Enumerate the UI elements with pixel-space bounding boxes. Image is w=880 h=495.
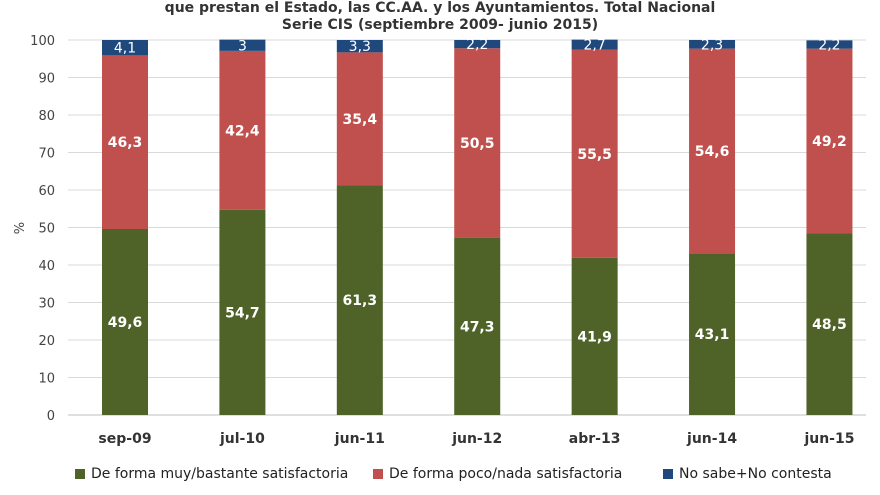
x-tick-label: jun-15 (803, 431, 854, 447)
data-label: 2,2 (818, 38, 840, 54)
data-label: 2,2 (466, 37, 488, 53)
x-tick-label: jun-11 (334, 431, 385, 447)
bar-segment (806, 40, 853, 49)
chart-title: que prestan el Estado, las CC.AA. y los … (164, 0, 716, 16)
data-label: 50,5 (460, 136, 495, 152)
y-axis-label: % (13, 222, 28, 234)
data-label: 41,9 (577, 329, 612, 345)
data-label: 55,5 (577, 147, 612, 163)
bar-segment (102, 229, 148, 415)
bar-segment (689, 48, 736, 254)
bar-segment (454, 48, 501, 238)
data-label: 4,1 (114, 41, 136, 57)
bar-segment (336, 185, 383, 415)
data-label: 49,6 (108, 315, 143, 331)
bar-segment (571, 257, 618, 415)
x-tick-label: abr-13 (569, 431, 621, 447)
x-tick-label: jun-12 (451, 431, 502, 447)
y-tick-label: 40 (38, 259, 55, 274)
data-label: 61,3 (343, 293, 378, 309)
bar-segment (571, 49, 618, 258)
data-label: 54,7 (225, 305, 260, 321)
bar-segment (454, 40, 501, 49)
data-label: 3 (238, 38, 247, 54)
legend-label: No sabe+No contesta (679, 466, 832, 482)
data-label: 48,5 (812, 317, 847, 333)
data-label: 47,3 (460, 319, 495, 335)
data-label: 46,3 (108, 135, 143, 151)
bar-segment (689, 40, 736, 49)
data-label: 54,6 (695, 144, 730, 160)
y-tick-label: 70 (38, 147, 55, 162)
bar-segment (806, 233, 853, 415)
legend-label: De forma poco/nada satisfactoria (389, 466, 623, 482)
data-label: 42,4 (225, 123, 260, 139)
y-tick-label: 0 (47, 409, 55, 424)
legend-label: De forma muy/bastante satisfactoria (91, 466, 349, 482)
bar-segment (571, 39, 618, 50)
data-label: 2,3 (701, 37, 723, 53)
y-tick-label: 80 (38, 109, 55, 124)
bar-segment (336, 40, 383, 53)
data-label: 49,2 (812, 134, 847, 150)
y-tick-label: 60 (38, 184, 55, 199)
x-tick-label: jun-14 (686, 431, 737, 447)
legend-item: De forma poco/nada satisfactoria (373, 466, 622, 482)
legend-item: De forma muy/bastante satisfactoria (75, 466, 348, 482)
bar-segment (689, 253, 736, 415)
bar-segment (102, 40, 148, 56)
bar-segment (219, 39, 266, 51)
y-tick-label: 20 (38, 334, 55, 349)
legend-swatch (373, 469, 383, 479)
bar-segment (806, 48, 853, 234)
y-tick-label: 10 (38, 372, 55, 387)
bar-segment (102, 55, 148, 229)
bar-segment (219, 50, 266, 210)
bar-segment (336, 52, 383, 186)
y-tick-label: 50 (38, 222, 55, 237)
legend-item: No sabe+No contesta (663, 466, 832, 482)
data-label: 35,4 (343, 112, 378, 128)
y-tick-label: 30 (38, 297, 55, 312)
data-label: 3,3 (349, 39, 371, 55)
y-tick-label: 100 (30, 34, 55, 49)
legend-swatch (663, 469, 673, 479)
bar-segment (454, 237, 501, 415)
legend-swatch (75, 469, 85, 479)
chart-subtitle: Serie CIS (septiembre 2009- junio 2015) (281, 17, 599, 33)
x-tick-label: jul-10 (219, 431, 265, 447)
data-label: 2,7 (584, 38, 606, 54)
bar-segment (219, 209, 266, 415)
y-tick-label: 90 (38, 72, 55, 87)
data-label: 43,1 (695, 327, 730, 343)
x-tick-label: sep-09 (98, 431, 151, 447)
